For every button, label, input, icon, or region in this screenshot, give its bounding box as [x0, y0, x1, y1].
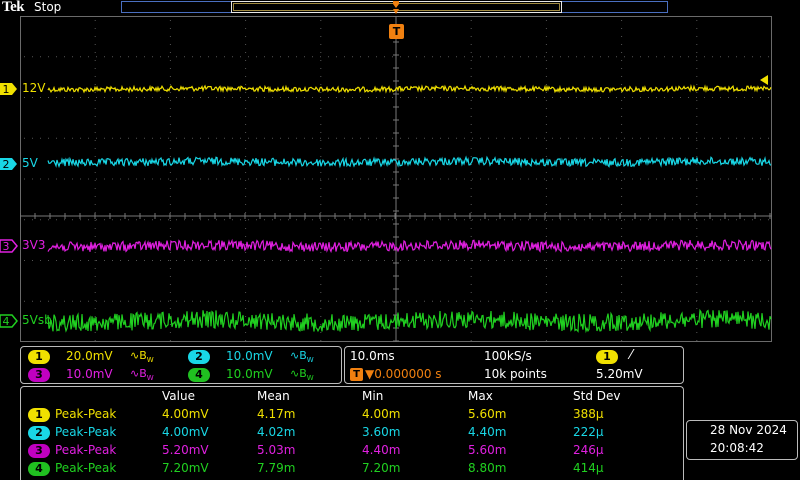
channel-2-trace: [47, 155, 772, 169]
meas-row-2-min: 3.60m: [362, 425, 401, 439]
measurements-panel[interactable]: [20, 386, 684, 480]
meas-row-4-min: 7.20m: [362, 461, 401, 475]
meas-row-1-std: 388μ: [573, 407, 604, 421]
acquisition-status: Stop: [34, 0, 62, 14]
ch2-bw-limit-icon: ∿BW: [290, 349, 314, 365]
trigger-position[interactable]: ▼0.000000 s: [365, 367, 442, 381]
meas-header-value: Value: [162, 389, 195, 403]
meas-row-3-max: 5.60m: [468, 443, 507, 457]
meas-row-1-max: 5.60m: [468, 407, 507, 421]
sample-rate: 100kS/s: [484, 349, 532, 363]
ch4-scale-badge[interactable]: 4: [188, 368, 210, 382]
brand-logo: Tek: [2, 0, 25, 15]
meas-row-3-channel-badge[interactable]: 3: [28, 444, 50, 458]
channel-1-trace: [47, 83, 772, 94]
meas-header-stddev: Std Dev: [573, 389, 621, 403]
meas-row-3-value: 5.20mV: [162, 443, 209, 457]
waveform-graticule[interactable]: [20, 16, 772, 342]
trigger-position-badge: T: [350, 368, 363, 381]
channel-1-marker[interactable]: 1: [0, 82, 18, 96]
ch2-scale[interactable]: 10.0mV: [226, 349, 273, 363]
svg-text:1: 1: [3, 83, 10, 96]
trigger-marker[interactable]: T: [389, 24, 404, 39]
meas-row-1-channel-badge[interactable]: 1: [28, 408, 50, 422]
ch4-bw-limit-icon: ∿BW: [290, 367, 314, 383]
meas-row-2-type[interactable]: Peak-Peak: [55, 425, 117, 439]
ch4-scale[interactable]: 10.0mV: [226, 367, 273, 381]
ch3-scale[interactable]: 10.0mV: [66, 367, 113, 381]
channel-3-trace: [47, 238, 772, 254]
meas-row-4-std: 414μ: [573, 461, 604, 475]
horizontal-trigger-panel[interactable]: [344, 346, 684, 384]
timebase[interactable]: 10.0ms: [350, 349, 395, 363]
channel-2-marker[interactable]: 2: [0, 157, 18, 171]
meas-row-2-max: 4.40m: [468, 425, 507, 439]
meas-row-3-min: 4.40m: [362, 443, 401, 457]
meas-row-4-type[interactable]: Peak-Peak: [55, 461, 117, 475]
ch2-scale-badge[interactable]: 2: [188, 350, 210, 364]
ch3-scale-badge[interactable]: 3: [28, 368, 50, 382]
meas-row-3-mean: 5.03m: [257, 443, 296, 457]
vertical-settings-panel[interactable]: [20, 346, 342, 384]
channel-3-marker[interactable]: 3: [0, 239, 18, 253]
meas-row-2-mean: 4.02m: [257, 425, 296, 439]
channel-2-label: 5V: [22, 156, 38, 170]
meas-row-1-type[interactable]: Peak-Peak: [55, 407, 117, 421]
meas-row-1-value: 4.00mV: [162, 407, 209, 421]
channel-4-marker[interactable]: 4: [0, 314, 18, 328]
trigger-level[interactable]: 5.20mV: [596, 367, 643, 381]
meas-row-2-std: 222μ: [573, 425, 604, 439]
channel-1-label: 12V: [22, 81, 46, 95]
ch3-bw-limit-icon: ∿BW: [130, 367, 154, 383]
meas-row-1-mean: 4.17m: [257, 407, 296, 421]
meas-row-2-channel-badge[interactable]: 2: [28, 426, 50, 440]
meas-row-3-type[interactable]: Peak-Peak: [55, 443, 117, 457]
meas-row-3-std: 246μ: [573, 443, 604, 457]
time: 20:08:42: [710, 441, 764, 455]
meas-header-mean: Mean: [257, 389, 290, 403]
trigger-source-badge[interactable]: 1: [596, 350, 618, 364]
channel-4-trace: [47, 308, 772, 334]
meas-header-min: Min: [362, 389, 384, 403]
channel-4-label: 5Vsb: [22, 313, 52, 327]
svg-text:2: 2: [3, 158, 10, 171]
trigger-level-icon[interactable]: [760, 70, 772, 89]
meas-row-4-mean: 7.79m: [257, 461, 296, 475]
meas-row-1-min: 4.00m: [362, 407, 401, 421]
svg-text:3: 3: [3, 240, 10, 253]
channel-3-label: 3V3: [22, 238, 46, 252]
record-length: 10k points: [484, 367, 547, 381]
meas-row-4-channel-badge[interactable]: 4: [28, 462, 50, 476]
meas-row-4-value: 7.20mV: [162, 461, 209, 475]
trigger-position-icon: [391, 0, 401, 14]
meas-header-max: Max: [468, 389, 493, 403]
meas-row-2-value: 4.00mV: [162, 425, 209, 439]
date: 28 Nov 2024: [710, 423, 787, 437]
trigger-slope-icon: ⁄: [630, 348, 633, 363]
ch1-bw-limit-icon: ∿BW: [130, 349, 154, 365]
meas-row-4-max: 8.80m: [468, 461, 507, 475]
datetime-panel[interactable]: [686, 420, 798, 460]
svg-text:4: 4: [3, 315, 10, 328]
ch1-scale-badge[interactable]: 1: [28, 350, 50, 364]
ch1-scale[interactable]: 20.0mV: [66, 349, 113, 363]
